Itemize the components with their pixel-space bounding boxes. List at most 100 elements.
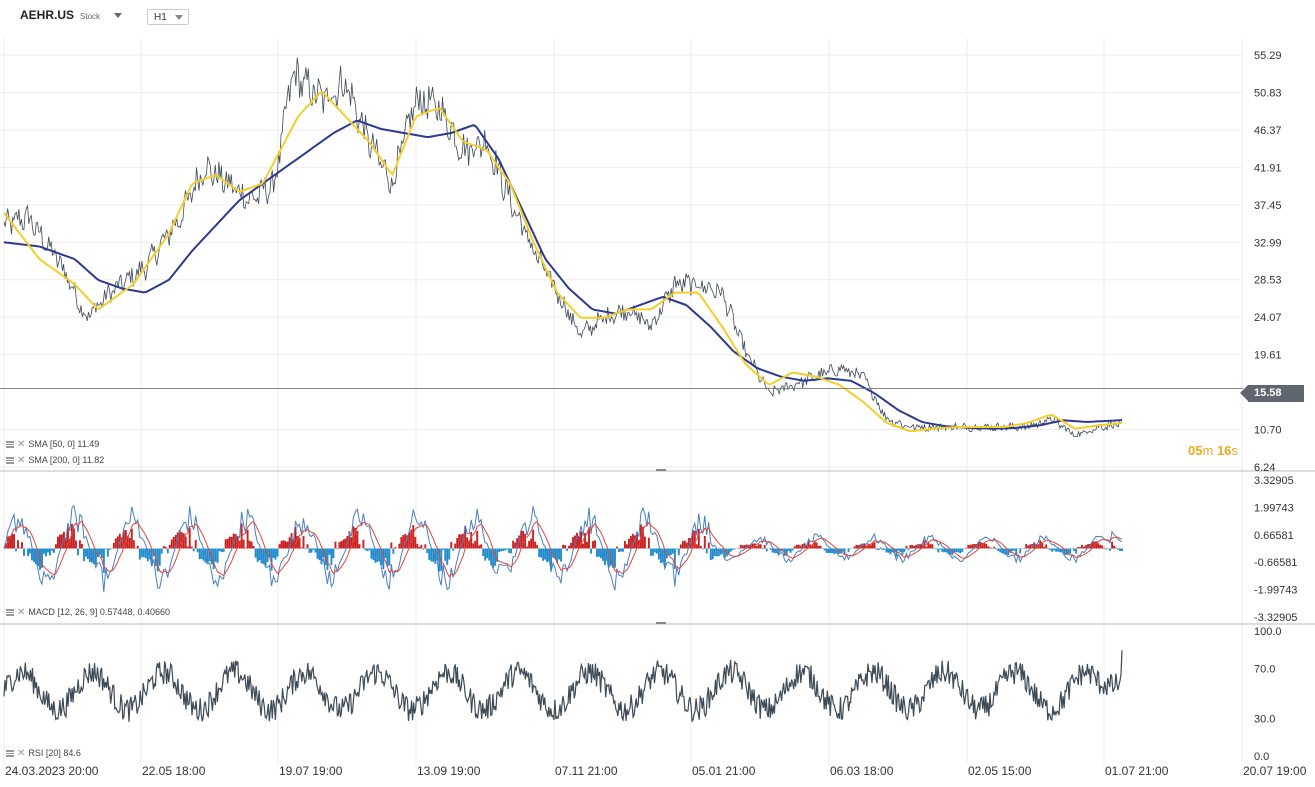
macd-histogram-bar (192, 548, 195, 552)
macd-histogram-bar (374, 548, 377, 563)
panel-resize-handle[interactable] (656, 469, 666, 471)
macd-histogram-bar (979, 541, 982, 549)
macd-histogram-bar (855, 544, 858, 549)
macd-histogram-bar (308, 548, 311, 553)
macd-histogram-bar (651, 548, 654, 556)
macd-histogram-bar (528, 541, 531, 549)
panel-resize-handle[interactable] (656, 622, 666, 624)
price-axis-label: 10.70 (1254, 425, 1282, 437)
macd-histogram-bar (494, 548, 497, 566)
macd-axis-label: 0.66581 (1254, 530, 1294, 542)
macd-histogram-bar (759, 544, 762, 549)
macd-histogram-bar (66, 527, 69, 549)
macd-histogram-bar (761, 548, 764, 550)
macd-histogram-bar (208, 548, 211, 562)
macd-histogram-bar (863, 543, 866, 549)
macd-histogram-bar (619, 548, 622, 552)
macd-histogram-bar (965, 547, 968, 549)
timeframe-dropdown-icon[interactable] (175, 14, 183, 20)
macd-histogram-bar (691, 530, 694, 549)
macd-histogram-bar (889, 548, 892, 555)
macd-histogram-bar (1053, 548, 1056, 551)
close-icon[interactable]: ✕ (17, 606, 26, 618)
macd-histogram-bar (685, 542, 688, 549)
menu-icon[interactable] (6, 456, 14, 464)
macd-histogram-bar (216, 548, 219, 563)
macd-histogram-bar (1115, 547, 1118, 549)
macd-histogram-bar (731, 548, 734, 550)
macd-histogram-bar (422, 548, 425, 550)
macd-histogram-bar (498, 548, 501, 552)
macd-histogram-bar (156, 548, 159, 572)
macd-histogram-bar (1105, 548, 1108, 550)
macd-histogram-bar (879, 547, 882, 549)
macd-histogram-bar (1035, 545, 1038, 549)
macd-histogram-bar (807, 540, 810, 549)
macd-histogram-bar (939, 548, 942, 550)
macd-histogram-bar (1009, 548, 1012, 553)
menu-icon[interactable] (6, 440, 14, 448)
macd-histogram-bar (653, 548, 656, 553)
macd-histogram-bar (729, 548, 732, 552)
timer-min-unit: m (1202, 443, 1214, 458)
macd-histogram-bar (927, 542, 930, 549)
macd-histogram-bar (490, 548, 493, 566)
macd-histogram-bar (1041, 543, 1044, 549)
macd-histogram-bar (326, 548, 329, 570)
macd-histogram-bar (1045, 544, 1048, 549)
macd-histogram-bar (55, 544, 57, 549)
macd-histogram-bar (372, 548, 375, 561)
macd-histogram-bar (1013, 548, 1016, 551)
macd-histogram-bar (841, 548, 844, 552)
macd-histogram-bar (288, 537, 291, 549)
macd-histogram-bar (1049, 548, 1052, 551)
macd-histogram-bar (883, 548, 886, 550)
time-axis-label: 13.09 19:00 (417, 764, 481, 778)
macd-histogram-bar (947, 548, 950, 555)
close-icon[interactable]: ✕ (17, 747, 26, 759)
indicator-sma50: ✕ SMA [50, 0] 11.49 (6, 439, 99, 449)
macd-histogram-bar (520, 530, 523, 549)
macd-histogram-bar (993, 546, 996, 549)
macd-histogram-bar (891, 548, 894, 553)
macd-histogram-bar (166, 548, 169, 554)
macd-histogram-bar (478, 545, 481, 549)
symbol-selector[interactable]: AEHR.US Stock (20, 8, 123, 22)
macd-histogram-bar (1001, 548, 1004, 554)
macd-histogram-bar (510, 548, 513, 554)
menu-icon[interactable] (6, 608, 14, 616)
macd-histogram-bar (933, 548, 936, 550)
macd-histogram-bar (270, 548, 273, 571)
macd-histogram-bar (588, 528, 590, 549)
macd-histogram-bar (847, 548, 850, 553)
macd-histogram-bar (226, 538, 229, 549)
menu-icon[interactable] (6, 749, 14, 757)
macd-histogram-bar (959, 548, 962, 554)
macd-histogram-bar (340, 541, 343, 549)
macd-histogram-bar (955, 548, 958, 553)
macd-histogram-bar (623, 541, 626, 549)
macd-histogram-bar (1073, 548, 1076, 552)
close-icon[interactable]: ✕ (17, 454, 26, 466)
symbol-dropdown-icon[interactable] (114, 12, 123, 18)
macd-histogram-bar (773, 548, 776, 554)
close-icon[interactable]: ✕ (17, 438, 26, 450)
macd-histogram-bar (100, 548, 103, 558)
macd-histogram-bar (835, 548, 838, 553)
macd-histogram-bar (480, 544, 483, 549)
macd-histogram-bar (871, 543, 874, 549)
macd-histogram-bar (540, 548, 543, 558)
macd-histogram-bar (905, 545, 908, 549)
macd-histogram-bar (268, 548, 271, 558)
macd-histogram-bar (420, 544, 423, 549)
macd-histogram-bar (240, 523, 243, 549)
macd-histogram-bar (380, 548, 383, 566)
macd-histogram-bar (124, 530, 127, 549)
macd-histogram-bar (304, 548, 307, 550)
macd-histogram-bar (1075, 548, 1078, 554)
timeframe-select[interactable]: H1 (147, 9, 189, 25)
macd-histogram-bar (328, 548, 331, 555)
macd-histogram-bar (1057, 548, 1060, 552)
macd-histogram-bar (98, 548, 101, 555)
